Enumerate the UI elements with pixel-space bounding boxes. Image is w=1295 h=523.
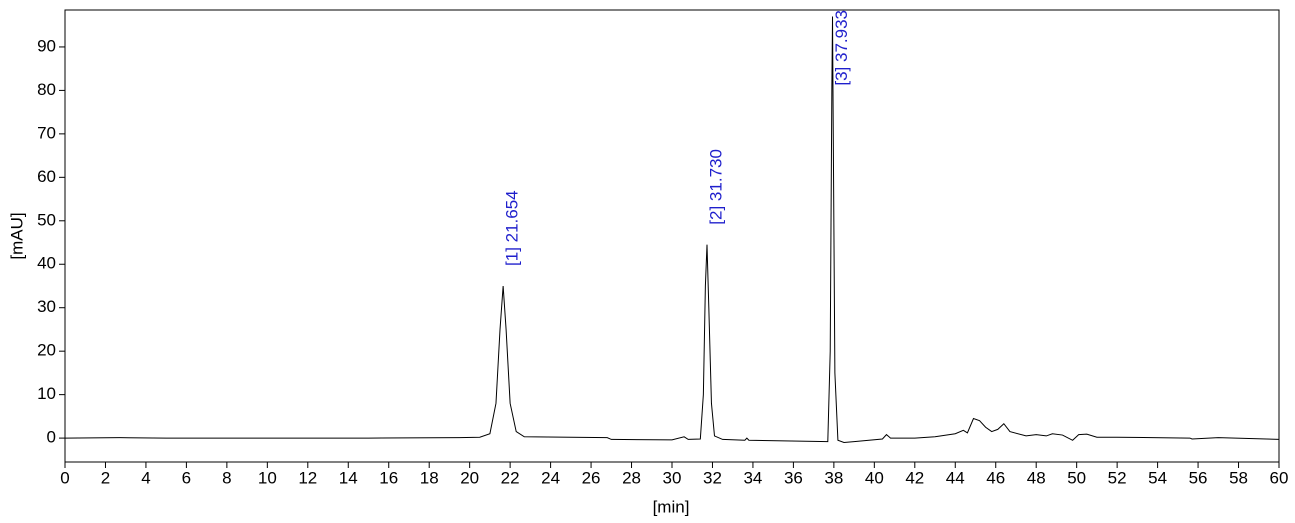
x-tick-label: 36 <box>784 468 803 487</box>
y-tick-label: 10 <box>37 384 56 403</box>
y-tick-label: 60 <box>37 167 56 186</box>
x-tick-label: 30 <box>663 468 682 487</box>
x-tick-label: 50 <box>1067 468 1086 487</box>
x-tick-label: 46 <box>986 468 1005 487</box>
y-tick-label: 80 <box>37 80 56 99</box>
peak-label: [3] 37.933 <box>832 10 851 86</box>
y-tick-label: 50 <box>37 210 56 229</box>
x-tick-label: 34 <box>743 468 762 487</box>
y-tick-label: 20 <box>37 341 56 360</box>
x-tick-label: 52 <box>1108 468 1127 487</box>
y-axis-label: [mAU] <box>7 212 26 259</box>
x-tick-label: 14 <box>339 468 358 487</box>
x-tick-label: 4 <box>141 468 150 487</box>
x-tick-label: 44 <box>946 468 965 487</box>
x-tick-label: 58 <box>1229 468 1248 487</box>
x-tick-label: 26 <box>582 468 601 487</box>
x-tick-label: 2 <box>101 468 110 487</box>
x-tick-label: 40 <box>865 468 884 487</box>
x-tick-label: 38 <box>824 468 843 487</box>
x-tick-label: 56 <box>1189 468 1208 487</box>
x-tick-label: 0 <box>60 468 69 487</box>
x-tick-label: 10 <box>258 468 277 487</box>
plot-frame <box>64 9 1280 463</box>
x-tick-label: 16 <box>379 468 398 487</box>
y-tick-label: 0 <box>47 428 56 447</box>
x-tick-label: 32 <box>703 468 722 487</box>
y-tick-label: 40 <box>37 254 56 273</box>
x-tick-label: 12 <box>298 468 317 487</box>
x-tick-label: 60 <box>1270 468 1289 487</box>
x-tick-label: 18 <box>420 468 439 487</box>
x-tick-label: 24 <box>541 468 560 487</box>
x-tick-label: 54 <box>1148 468 1167 487</box>
x-tick-label: 28 <box>622 468 641 487</box>
peak-label: [1] 21.654 <box>503 190 522 266</box>
y-tick-label: 90 <box>37 36 56 55</box>
x-tick-label: 22 <box>501 468 520 487</box>
x-tick-label: 42 <box>905 468 924 487</box>
x-axis-label: [min] <box>653 497 690 516</box>
y-tick-label: 30 <box>37 297 56 316</box>
x-tick-label: 8 <box>222 468 231 487</box>
x-tick-label: 6 <box>182 468 191 487</box>
x-tick-label: 20 <box>460 468 479 487</box>
x-tick-label: 48 <box>1027 468 1046 487</box>
plot-area <box>65 16 1279 443</box>
peak-label: [2] 31.730 <box>706 149 725 225</box>
y-tick-label: 70 <box>37 123 56 142</box>
trace-line <box>65 16 1279 443</box>
